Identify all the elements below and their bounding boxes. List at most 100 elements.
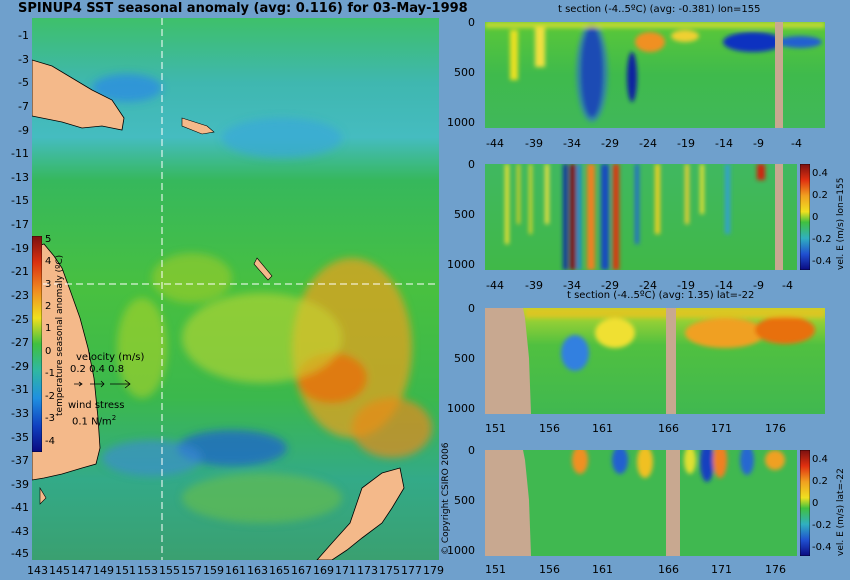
colorbar-tick: 4 [45, 256, 52, 267]
p4-cbtick: -0.4 [812, 542, 832, 553]
lat-tick: -33 [11, 407, 29, 420]
p4-xtick: 171 [711, 563, 732, 576]
panel1-title: t section (-4..5ºC) (avg: -0.381) lon=15… [558, 4, 761, 15]
p1-xtick: -19 [677, 137, 695, 150]
lat-tick: -29 [11, 360, 29, 373]
new-guinea-land [32, 59, 125, 131]
lon-tick: 177 [401, 564, 422, 577]
p2-xtick: -19 [677, 279, 695, 292]
p4-cbtick: 0 [812, 498, 819, 509]
map-lat-axis: -1 -3 -5 -7 -9 -11 -13 -15 -17 -19 -21 -… [0, 18, 32, 560]
p2-cbtick: 0 [812, 212, 819, 223]
p4-side-label: vel. E (m/s) lat=-22 [836, 468, 846, 556]
lon-tick: 179 [423, 564, 444, 577]
colorbar-tick: -1 [45, 368, 55, 379]
lon-tick: 167 [291, 564, 312, 577]
tasmania [39, 486, 47, 505]
lat-tick: -17 [11, 218, 29, 231]
p2-cbtick: 0.4 [812, 168, 828, 179]
lon-tick: 143 [27, 564, 48, 577]
map-colorbar [32, 236, 42, 452]
lat-tick: -27 [11, 336, 29, 349]
p1-ytick: 1000 [447, 116, 475, 129]
velocity-arrows [74, 379, 131, 389]
p1-xtick: -44 [486, 137, 504, 150]
lat-tick: -45 [11, 547, 29, 560]
wind-stress-value: 0.1 N/m [72, 416, 112, 428]
p4-xtick: 156 [539, 563, 560, 576]
p1-xtick: -29 [601, 137, 619, 150]
p2-ytick: 500 [454, 208, 475, 221]
p2-cbtick: 0.2 [812, 190, 828, 201]
p4-xtick: 151 [485, 563, 506, 576]
panel3-section [485, 308, 825, 414]
lat-tick: -1 [18, 29, 29, 42]
lon-tick: 173 [357, 564, 378, 577]
map-lon-axis: 143 145 147 149 151 153 155 157 159 161 … [27, 564, 444, 578]
new-zealand-land [316, 467, 405, 560]
lat-tick: -9 [18, 124, 29, 137]
lat-tick: -23 [11, 289, 29, 302]
p3-xtick: 166 [658, 422, 679, 435]
lon-tick: 161 [225, 564, 246, 577]
lon-tick: 171 [335, 564, 356, 577]
colorbar-tick: 3 [45, 279, 52, 290]
p1-xtick: -39 [525, 137, 543, 150]
p4-xtick: 166 [658, 563, 679, 576]
colorbar-tick: -4 [45, 436, 55, 447]
panel1-section [485, 22, 825, 128]
wind-stress-unit-exp: 2 [111, 414, 117, 422]
lon-tick: 157 [181, 564, 202, 577]
panel3-title: t section (-4..5ºC) (avg: 1.35) lat=-22 [567, 290, 755, 301]
p4-ytick: 500 [454, 494, 475, 507]
colorbar-tick: 5 [45, 234, 52, 245]
p2-side-label: vel. E (m/s) lon=155 [836, 177, 846, 270]
p4-xtick: 176 [765, 563, 786, 576]
lon-tick: 165 [269, 564, 290, 577]
lat-tick: -43 [11, 525, 29, 538]
p3-xtick: 151 [485, 422, 506, 435]
p2-xtick: -34 [563, 279, 581, 292]
p3-xtick: 171 [711, 422, 732, 435]
colorbar-label: temperature seasonal anomaly (ºC) [55, 254, 65, 416]
p4-xtick: 161 [592, 563, 613, 576]
lat-tick: -13 [11, 171, 29, 184]
colorbar-tick: 1 [45, 323, 52, 334]
solomon-islands [181, 117, 215, 135]
lat-tick: -25 [11, 313, 29, 326]
p2-cbtick: -0.2 [812, 234, 832, 245]
lat-tick: -15 [11, 194, 29, 207]
australia-land [32, 243, 101, 481]
p2-xtick: -24 [639, 279, 657, 292]
p4-ytick: 1000 [447, 544, 475, 557]
sst-anomaly-map [32, 18, 439, 560]
p4-ytick: 0 [468, 444, 475, 457]
colorbar-tick: -2 [45, 391, 55, 402]
p2-ytick: 0 [468, 158, 475, 171]
p2-xtick: -4 [782, 279, 793, 292]
p3-ytick: 1000 [447, 402, 475, 415]
lon-tick: 147 [71, 564, 92, 577]
lat-tick: -41 [11, 501, 29, 514]
panel4-colorbar [800, 450, 810, 556]
wind-stress-label: wind stress [68, 400, 125, 411]
lat-tick: -35 [11, 431, 29, 444]
colorbar-tick: 2 [45, 301, 52, 312]
p2-xtick: -9 [753, 279, 764, 292]
panel2-colorbar [800, 164, 810, 270]
lon-tick: 159 [203, 564, 224, 577]
p2-xtick: -44 [486, 279, 504, 292]
p1-xtick: -4 [791, 137, 802, 150]
anomaly-features [92, 74, 432, 523]
panel2-section [485, 164, 797, 270]
lon-tick: 151 [115, 564, 136, 577]
velocity-scale: 0.2 0.4 0.8 [70, 364, 125, 375]
p3-ytick: 0 [468, 302, 475, 315]
lon-tick: 175 [379, 564, 400, 577]
p4-cbtick: -0.2 [812, 520, 832, 531]
p1-xtick: -9 [753, 137, 764, 150]
new-caledonia [253, 257, 273, 281]
colorbar-tick: 0 [45, 346, 52, 357]
panel4-section [485, 450, 797, 556]
